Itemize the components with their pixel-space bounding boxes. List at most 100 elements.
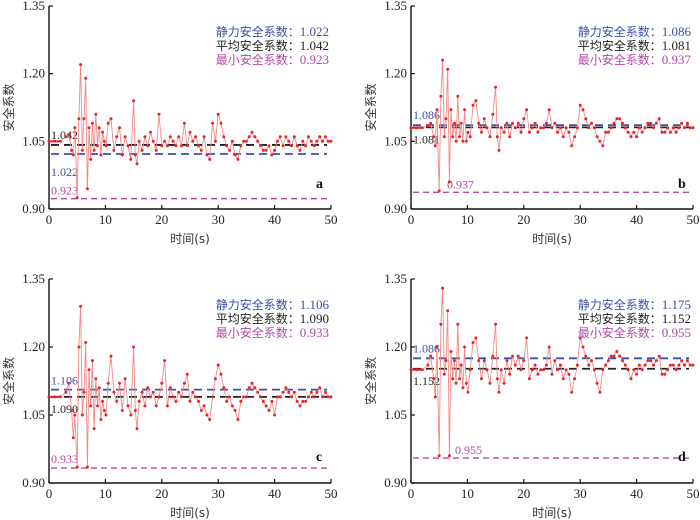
data-point	[77, 345, 81, 349]
data-point	[213, 377, 217, 381]
data-point	[323, 135, 327, 139]
data-point	[275, 139, 279, 143]
legend-value: 0.937	[662, 52, 692, 67]
data-point	[236, 418, 240, 421]
data-point	[233, 409, 237, 412]
legend-value: 0.955	[662, 325, 691, 340]
data-point	[239, 399, 243, 403]
data-point	[488, 381, 492, 385]
data-point	[171, 139, 175, 143]
y-tick-label: 1.35	[384, 271, 407, 286]
panel-d: 0.90 1.05 1.20 1.35 0 10 20 30 40 50 时间(s) 安全系数 1.08…	[363, 271, 700, 520]
data-point	[618, 354, 622, 358]
y-axis-label: 安全系数	[363, 357, 378, 405]
data-point	[267, 409, 271, 412]
data-point	[459, 363, 463, 367]
data-point	[219, 121, 223, 125]
data-point	[550, 126, 554, 130]
data-point	[482, 359, 486, 363]
data-point	[609, 126, 613, 130]
data-point	[626, 130, 630, 134]
data-point	[298, 404, 302, 408]
data-point	[502, 130, 506, 134]
data-point	[216, 363, 220, 367]
y-tick-label: 1.20	[22, 339, 45, 354]
data-point	[191, 139, 195, 143]
data-point	[165, 404, 169, 408]
data-point	[58, 395, 62, 399]
data-point	[691, 363, 695, 367]
y-axis-label: 安全系数	[1, 83, 16, 131]
data-point	[561, 135, 565, 139]
data-point	[688, 363, 692, 367]
y-tick-label: 1.35	[22, 271, 45, 286]
x-tick-label: 0	[408, 486, 415, 501]
data-point	[135, 427, 139, 431]
data-point	[182, 121, 186, 125]
data-point	[458, 135, 461, 139]
data-point	[199, 409, 203, 412]
data-point	[612, 121, 616, 125]
y-tick-label: 0.90	[22, 475, 45, 490]
data-point	[71, 436, 75, 440]
data-point	[53, 139, 57, 143]
data-point	[315, 390, 319, 394]
data-point	[643, 126, 647, 130]
data-point	[82, 117, 86, 121]
legend-label: 平均安全系数：	[216, 38, 300, 53]
panel-letter: d	[678, 450, 686, 465]
reference-label-min: 0.937	[447, 177, 474, 191]
data-point	[536, 130, 540, 134]
data-point	[75, 196, 79, 200]
data-point	[578, 336, 582, 340]
data-point	[646, 121, 650, 125]
data-point	[635, 135, 639, 139]
data-point	[79, 63, 83, 67]
data-point	[477, 359, 481, 363]
data-point	[564, 368, 568, 372]
data-point	[233, 153, 237, 157]
data-point	[185, 372, 189, 376]
data-point	[468, 135, 472, 139]
y-tick-label: 1.05	[384, 133, 407, 148]
data-point	[674, 130, 678, 134]
data-point	[519, 130, 523, 134]
data-point	[575, 363, 579, 367]
data-point	[660, 130, 664, 134]
data-point	[539, 126, 543, 130]
data-point	[298, 148, 302, 152]
data-point	[90, 359, 94, 363]
data-point	[604, 363, 608, 367]
data-point	[259, 395, 262, 399]
legend-value: 1.081	[662, 38, 691, 53]
data-point	[118, 381, 121, 385]
data-point	[621, 359, 624, 363]
data-point	[525, 108, 529, 112]
data-point	[491, 112, 495, 116]
data-point	[547, 345, 551, 349]
data-point	[99, 418, 103, 421]
legend-entry: 静力安全系数：1.175	[578, 297, 691, 312]
data-point	[101, 399, 105, 403]
x-tick-label: 30	[212, 486, 225, 501]
data-point	[90, 121, 94, 125]
data-point	[649, 359, 653, 363]
data-point	[160, 144, 164, 148]
data-point	[539, 368, 543, 372]
data-point	[177, 135, 181, 139]
data-point	[132, 345, 136, 349]
y-tick-label: 1.05	[22, 407, 45, 422]
data-point	[488, 135, 492, 139]
data-point	[495, 377, 499, 381]
data-point	[595, 381, 599, 385]
data-point	[635, 372, 639, 376]
x-axis-label: 时间(s)	[170, 232, 210, 246]
data-point	[595, 135, 599, 139]
data-point	[239, 144, 243, 148]
data-point	[449, 108, 453, 112]
data-point	[301, 399, 305, 403]
data-point	[556, 368, 560, 372]
data-point	[140, 390, 144, 394]
data-point	[482, 117, 486, 121]
y-tick-label: 1.20	[22, 66, 45, 81]
